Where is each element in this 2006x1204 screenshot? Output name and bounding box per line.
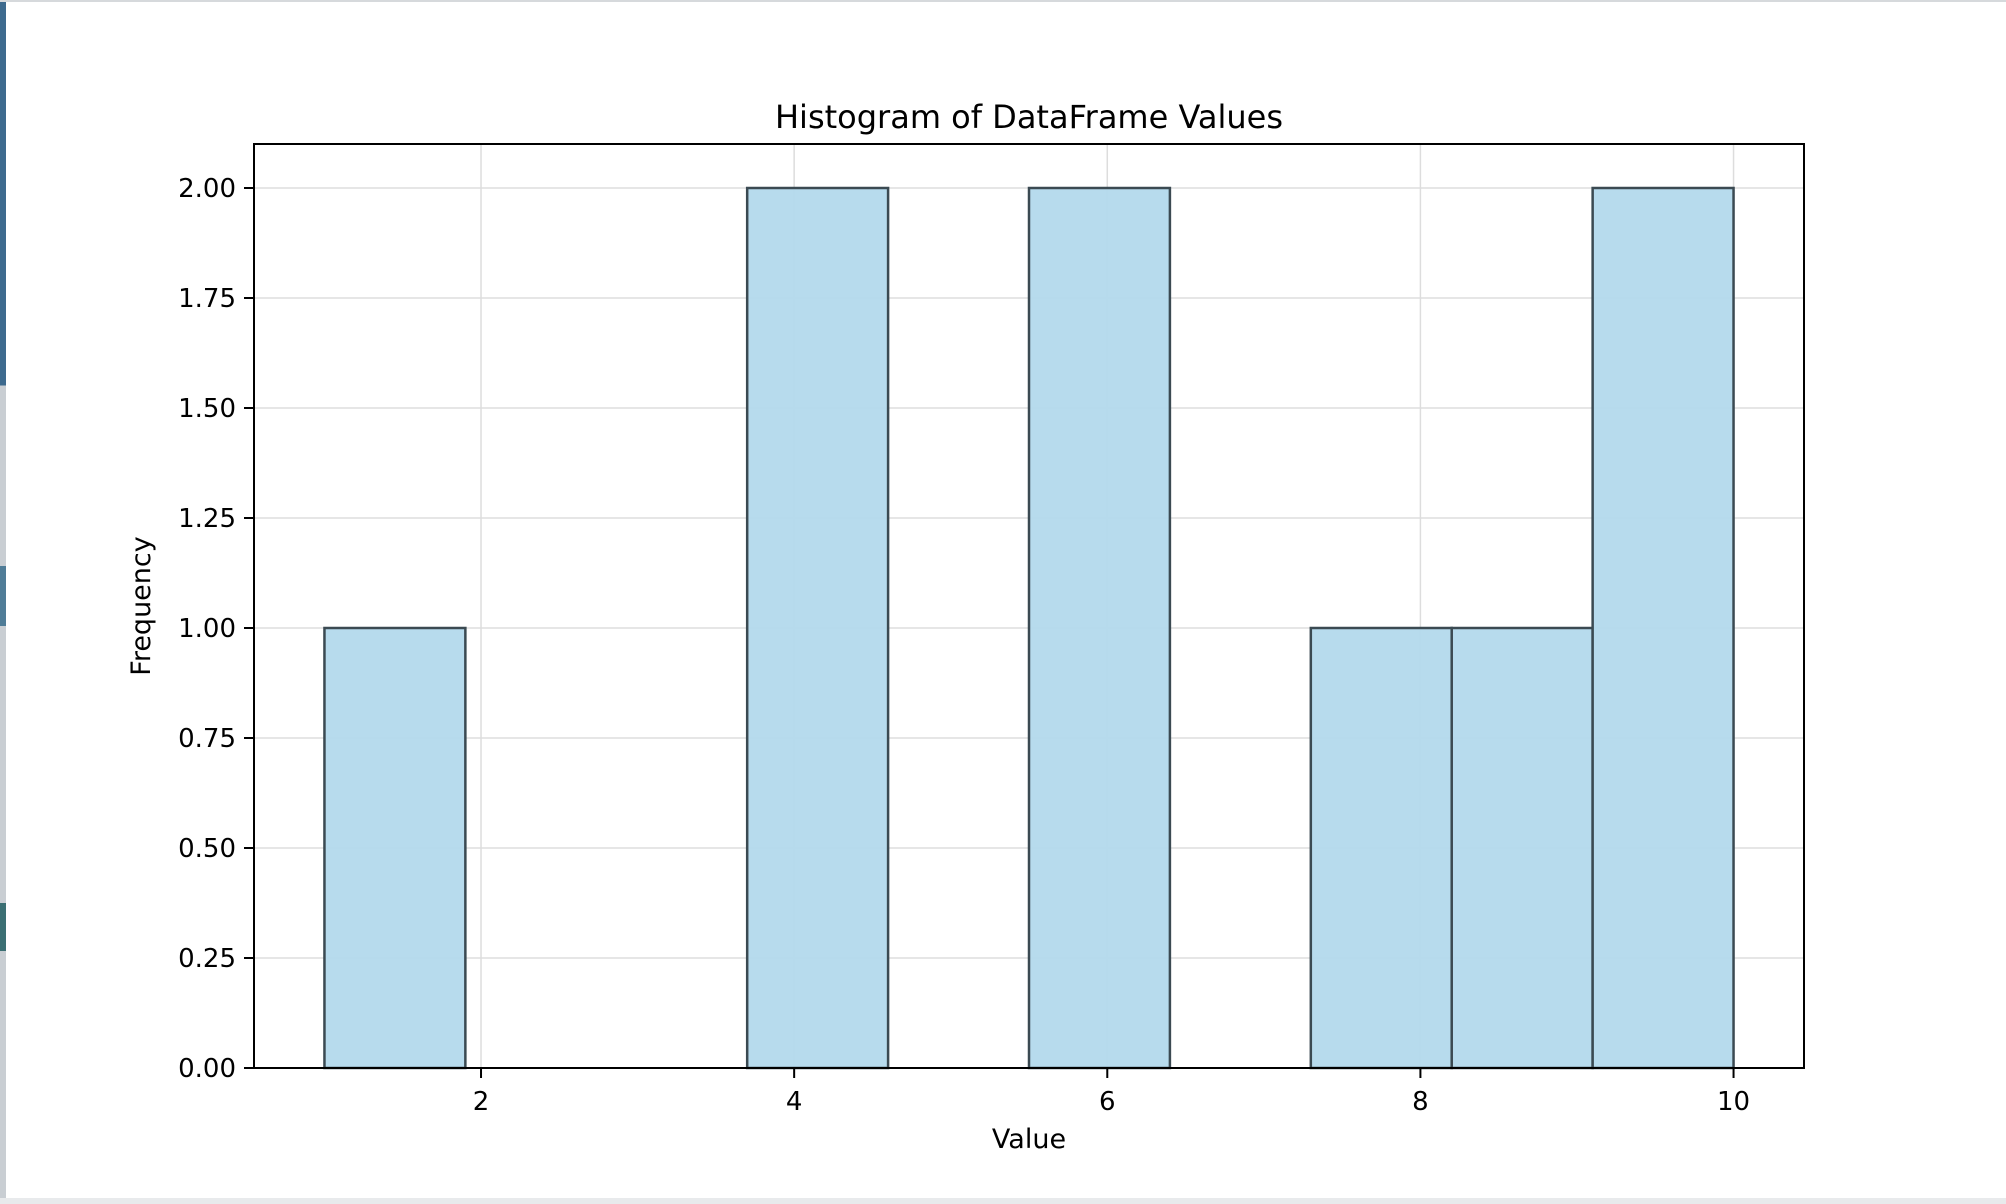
- x-tick-label: 10: [1717, 1087, 1750, 1117]
- y-tick-label: 1.75: [178, 284, 236, 314]
- y-tick-label: 0.75: [178, 724, 236, 754]
- x-tick-label: 4: [786, 1087, 803, 1117]
- y-tick-label: 0.50: [178, 834, 236, 864]
- x-axis-label: Value: [992, 1124, 1066, 1155]
- x-axis-ticks: 2 4 6 8 10: [473, 1068, 1750, 1117]
- window-bottom-border: [0, 1198, 2006, 1204]
- background-desktop-edge: [0, 0, 6, 1204]
- x-tick-label: 6: [1099, 1087, 1116, 1117]
- y-tick-label: 0.00: [178, 1054, 236, 1084]
- histogram-bar: [1591, 186, 1735, 1070]
- y-tick-label: 0.25: [178, 944, 236, 974]
- plot-area-frame: [253, 143, 1805, 1069]
- x-tick-label: 8: [1412, 1087, 1429, 1117]
- y-tick-label: 1.25: [178, 504, 236, 534]
- histogram-bar: [1450, 626, 1594, 1070]
- x-tick-label: 2: [473, 1087, 490, 1117]
- y-tick-label: 1.50: [178, 394, 236, 424]
- histogram-bar: [745, 186, 890, 1070]
- y-axis-ticks: 0.00 0.25 0.50 0.75 1.00 1.25 1.50 1.75 2.00: [178, 174, 254, 1084]
- histogram-bars: [323, 186, 1735, 1070]
- histogram-bar: [323, 626, 467, 1070]
- histogram-bar: [1027, 186, 1172, 1070]
- y-tick-label: 2.00: [178, 174, 236, 204]
- histogram-bar: [1309, 626, 1453, 1070]
- y-axis-label: Frequency: [126, 536, 157, 676]
- chart-title: Histogram of DataFrame Values: [775, 98, 1283, 136]
- y-tick-label: 1.00: [178, 614, 236, 644]
- window-top-border: [0, 0, 2006, 2]
